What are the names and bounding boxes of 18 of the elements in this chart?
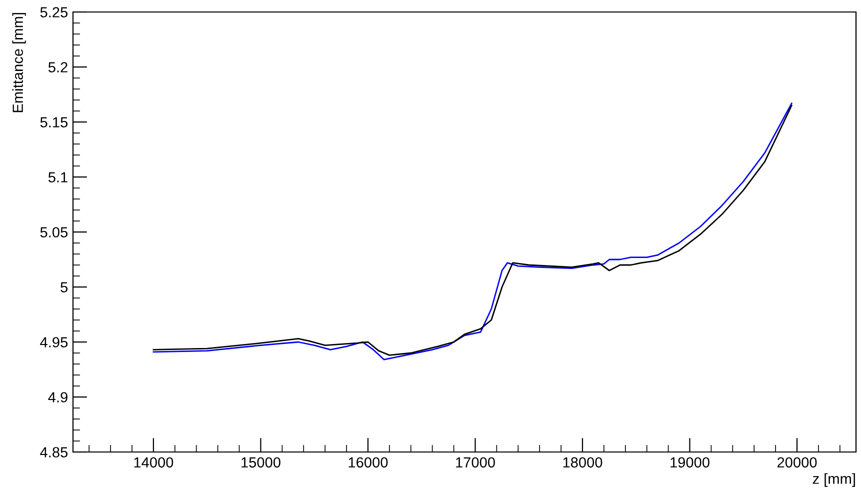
y-tick-label: 5.15 bbox=[40, 117, 68, 128]
x-tick-label: 17000 bbox=[456, 457, 495, 468]
y-tick-label: 5.25 bbox=[40, 7, 68, 18]
x-tick-label: 16000 bbox=[348, 457, 388, 468]
y-tick-label: 4.9 bbox=[48, 392, 68, 402]
x-tick-label: 20000 bbox=[777, 457, 817, 468]
y-tick-label: 5 bbox=[60, 282, 68, 292]
y-tick-label: 5.1 bbox=[48, 172, 68, 182]
y-tick-label: 5.2 bbox=[48, 62, 68, 72]
x-tick-label: 15000 bbox=[242, 457, 280, 468]
x-tick-label: 18000 bbox=[563, 457, 602, 468]
x-tick-label: 19000 bbox=[670, 457, 710, 468]
y-tick-label: 4.85 bbox=[40, 447, 68, 458]
y-tick-label: 4.95 bbox=[40, 337, 68, 348]
y-axis-title: Emittance [mm] bbox=[12, 13, 26, 112]
x-tick-label: 14000 bbox=[134, 457, 174, 468]
y-tick-label: 5.05 bbox=[40, 227, 68, 238]
x-axis-title: z [mm] bbox=[812, 473, 855, 487]
